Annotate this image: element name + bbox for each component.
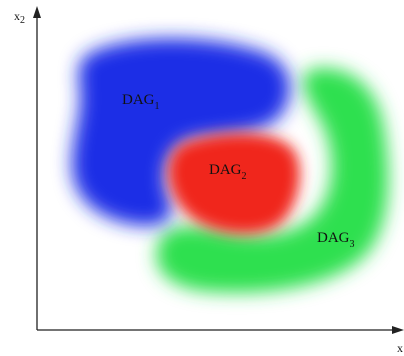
y-axis-label: x2: [14, 9, 25, 26]
region-dag2: [168, 133, 300, 234]
x-axis-label: x: [397, 341, 403, 355]
region-dag1-label: DAG1: [122, 92, 160, 112]
x-axis-arrowhead: [392, 326, 404, 334]
region-dag2-shape: [168, 133, 300, 234]
region-dag3-shape: [156, 67, 389, 293]
y-axis-arrowhead: [33, 6, 41, 18]
axes: [33, 6, 404, 334]
region-dag1: [71, 38, 291, 226]
region-dag1-shape: [71, 38, 291, 226]
region-dag3: [156, 67, 389, 293]
region-dag3-label: DAG3: [317, 230, 355, 250]
region-dag2-label: DAG2: [209, 162, 247, 182]
